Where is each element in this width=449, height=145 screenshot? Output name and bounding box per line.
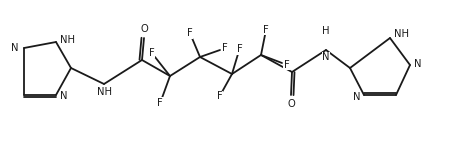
- Text: O: O: [287, 99, 295, 109]
- Text: N: N: [60, 91, 67, 101]
- Text: F: F: [149, 48, 155, 58]
- Text: NH: NH: [60, 35, 75, 45]
- Text: NH: NH: [97, 87, 111, 97]
- Text: NH: NH: [394, 29, 409, 39]
- Text: F: F: [158, 98, 163, 108]
- Text: F: F: [187, 28, 193, 38]
- Text: N: N: [12, 43, 19, 53]
- Text: O: O: [140, 24, 148, 34]
- Text: F: F: [237, 44, 242, 54]
- Text: F: F: [284, 60, 290, 70]
- Text: N: N: [414, 59, 422, 69]
- Text: F: F: [222, 43, 228, 53]
- Text: H: H: [322, 26, 330, 36]
- Text: N: N: [322, 52, 330, 62]
- Text: F: F: [217, 91, 222, 101]
- Text: F: F: [263, 25, 269, 35]
- Text: N: N: [352, 92, 360, 102]
